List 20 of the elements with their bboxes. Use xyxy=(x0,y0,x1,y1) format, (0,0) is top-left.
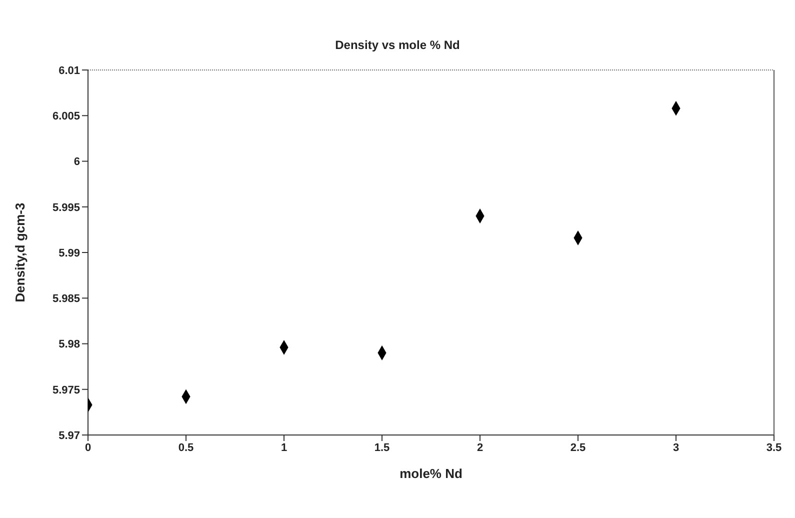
x-tick-label: 0.5 xyxy=(178,442,194,454)
y-tick-label: 5.995 xyxy=(52,202,80,214)
x-tick-label: 1 xyxy=(280,442,288,454)
y-tick-label: 6 xyxy=(74,156,80,168)
x-tick-label: 0 xyxy=(84,442,92,454)
y-tick-label: 5.97 xyxy=(58,430,80,442)
y-axis-title: Density,d gcm-3 xyxy=(12,202,28,302)
y-tick-label: 6.01 xyxy=(58,64,80,77)
chart-title: Density vs mole % Nd xyxy=(334,38,461,52)
x-axis-title: mole% Nd xyxy=(400,466,462,481)
x-tick-label: 3.5 xyxy=(766,442,782,454)
y-tick-label: 6.005 xyxy=(52,110,80,123)
x-tick-label: 2.5 xyxy=(570,442,586,454)
y-tick-label: 5.98 xyxy=(58,338,80,351)
x-tick-label: 1.5 xyxy=(374,442,390,454)
x-tick-label: 2 xyxy=(476,442,484,454)
x-tick-label: 3 xyxy=(672,442,680,454)
y-tick-label: 5.975 xyxy=(52,384,80,396)
y-tick-label: 5.985 xyxy=(52,293,80,306)
y-tick-label: 5.99 xyxy=(58,247,80,260)
